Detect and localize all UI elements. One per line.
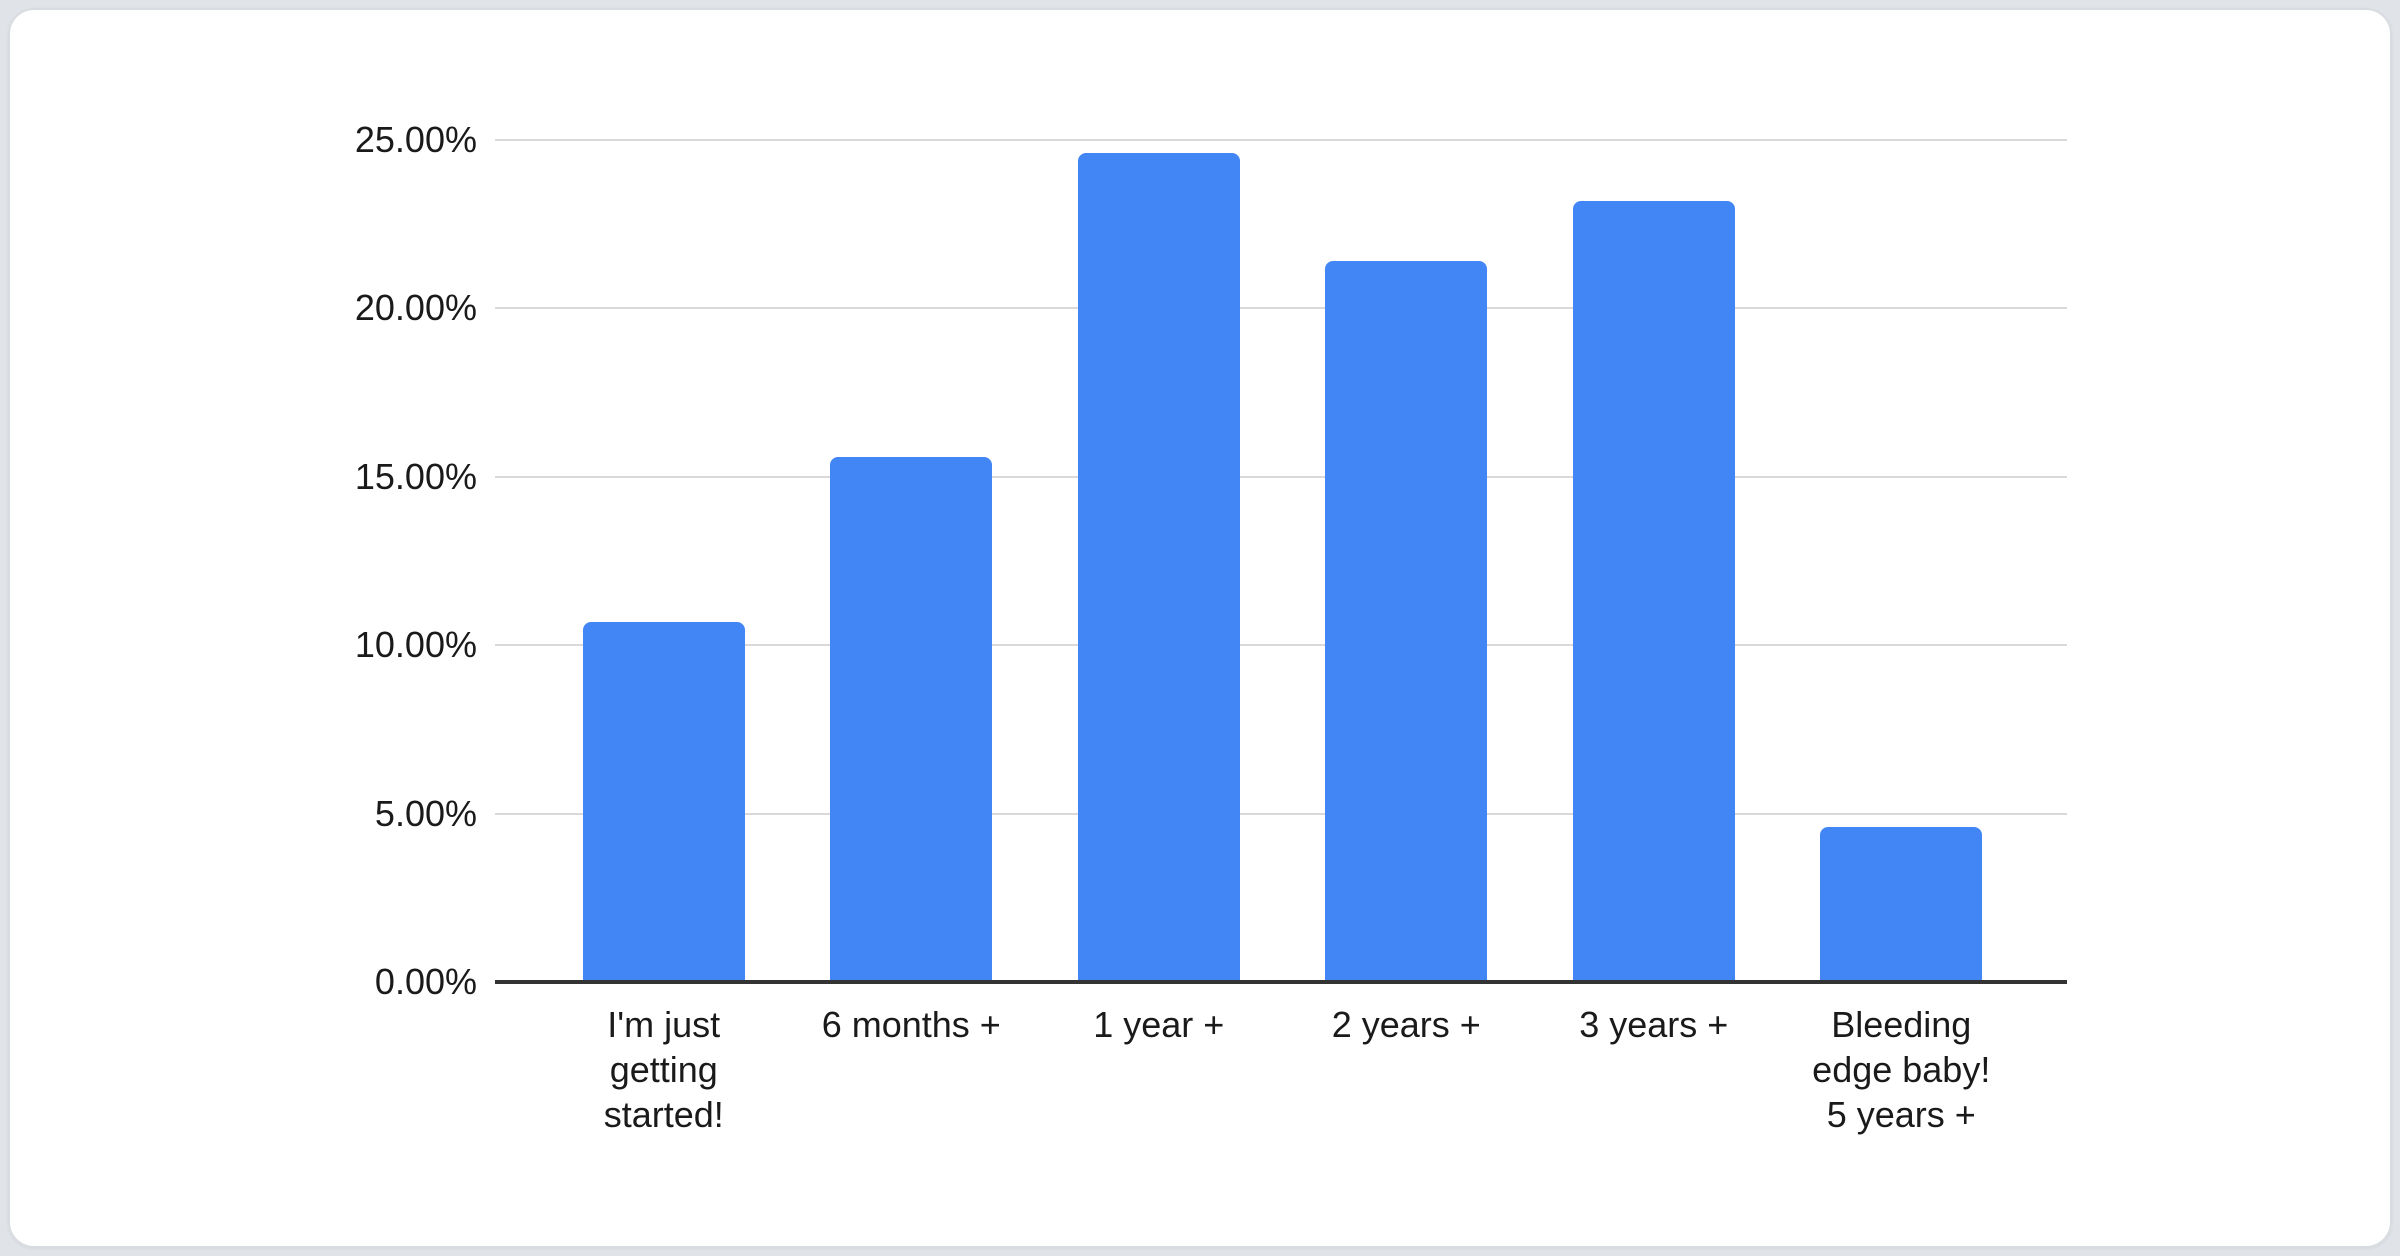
- y-axis-tick-label: 5.00%: [374, 792, 477, 834]
- x-axis-category-label: 2 years +: [1246, 1002, 1566, 1047]
- x-axis-category-label: Bleeding edge baby! 5 years +: [1741, 1002, 2061, 1137]
- y-axis-tick-label: 10.00%: [354, 624, 477, 666]
- x-axis-category-label: 3 years +: [1494, 1002, 1814, 1047]
- gridline: [495, 812, 2067, 815]
- x-axis-category-label: I'm just getting started!: [504, 1002, 824, 1137]
- x-axis-category-label-line: getting: [609, 1049, 718, 1090]
- gridline: [495, 139, 2067, 141]
- bar-2-years[interactable]: [1325, 261, 1488, 982]
- y-axis-tick-label: 25.00%: [354, 119, 477, 160]
- x-axis-category-label: 6 months +: [751, 1002, 1071, 1047]
- bar-i-m-just-getting-started[interactable]: [582, 621, 745, 982]
- x-axis-category-label-line: started!: [603, 1094, 724, 1135]
- x-axis-category-label-line: Bleeding: [1831, 1004, 1972, 1045]
- bar-1-year[interactable]: [1077, 153, 1240, 982]
- bar-bleeding-edge-baby-5-years[interactable]: [1820, 827, 1983, 982]
- y-axis-tick-label: 20.00%: [354, 287, 477, 329]
- x-axis-category-label-line: edge baby!: [1812, 1049, 1991, 1090]
- gridline: [495, 644, 2067, 647]
- gridline: [495, 475, 2067, 478]
- x-axis-line: [495, 980, 2067, 984]
- bar-3-years[interactable]: [1572, 200, 1735, 982]
- x-axis-category-label: 1 year +: [999, 1002, 1319, 1047]
- gridline: [495, 307, 2067, 310]
- y-axis-tick-label: 0.00%: [374, 961, 477, 1002]
- x-axis-category-label-line: 5 years +: [1826, 1094, 1976, 1135]
- x-axis-category-label-line: 3 years +: [1579, 1004, 1729, 1045]
- y-axis-tick-label: 15.00%: [354, 455, 477, 497]
- bar-6-months[interactable]: [830, 456, 993, 982]
- x-axis-category-label-line: 6 months +: [821, 1004, 1001, 1045]
- x-axis-category-label-line: 1 year +: [1093, 1004, 1225, 1045]
- x-axis-category-label-line: 2 years +: [1331, 1004, 1481, 1045]
- x-axis-category-label-line: I'm just: [607, 1004, 721, 1045]
